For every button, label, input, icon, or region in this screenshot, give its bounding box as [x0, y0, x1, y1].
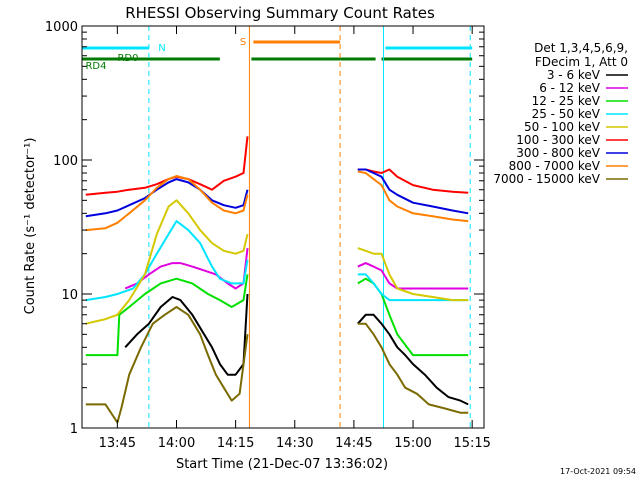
x-tick-label-6: 15:15	[453, 436, 490, 451]
series-line-4-0	[85, 199, 249, 325]
flag-label-n: N	[158, 43, 165, 54]
y-axis: 1 10 100 1000	[45, 20, 484, 437]
series-line-1-0	[124, 247, 249, 290]
series-layer	[85, 136, 469, 424]
series-line-2-0	[85, 274, 249, 357]
legend-label-7: 800 - 7000 keV	[509, 159, 601, 173]
y-tick-label-1: 10	[61, 288, 78, 303]
y-tick-label-3: 1000	[45, 20, 78, 35]
timestamp: 17-Oct-2021 09:54	[560, 467, 636, 476]
chart-title: RHESSI Observing Summary Count Rates	[125, 4, 435, 22]
legend-label-2: 12 - 25 keV	[532, 94, 601, 108]
legend-label-5: 100 - 300 keV	[516, 133, 600, 147]
series-line-2-1	[357, 277, 469, 357]
x-tick-label-3: 14:30	[276, 436, 313, 451]
y-axis-label: Count Rate (s⁻¹ detector⁻¹)	[23, 138, 38, 315]
series-line-6-0	[85, 178, 249, 218]
legend-label-6: 300 - 800 keV	[516, 146, 600, 160]
series-line-0-1	[357, 313, 469, 406]
y-tick-label-2: 100	[53, 154, 78, 169]
x-tick-label-1: 14:00	[158, 436, 195, 451]
legend-label-3: 25 - 50 keV	[532, 107, 601, 121]
series-line-7-1	[357, 170, 469, 223]
legend-header-0: Det 1,3,4,5,6,9,	[534, 41, 628, 55]
legend-label-8: 7000 - 15000 keV	[493, 172, 600, 186]
flag-label-rd4: RD4	[85, 61, 106, 72]
flag-labels: N S RD0 RD4	[85, 37, 246, 72]
y-tick-label-0: 1	[70, 422, 78, 437]
flag-bars	[82, 40, 473, 61]
flag-label-s: S	[240, 37, 246, 48]
series-line-8-1	[357, 322, 469, 414]
x-tick-label-2: 14:15	[217, 436, 254, 451]
series-line-1-1	[357, 262, 469, 290]
series-line-8-0	[85, 306, 249, 424]
series-line-4-1	[357, 247, 469, 302]
x-axis: 13:45 14:00 14:15 14:30 14:45 15:00 15:15	[99, 26, 491, 451]
x-tick-label-4: 14:45	[335, 436, 372, 451]
plot-frame	[81, 25, 485, 429]
legend-label-1: 6 - 12 keV	[539, 81, 601, 95]
series-line-5-0	[85, 136, 249, 196]
series-line-0-0	[124, 293, 249, 376]
x-axis-label: Start Time (21-Dec-07 13:36:02)	[176, 457, 388, 472]
flag-label-rd0: RD0	[117, 53, 138, 64]
legend: Det 1,3,4,5,6,9,FDecim 1, Att 03 - 6 keV…	[493, 41, 628, 186]
legend-header-1: FDecim 1, Att 0	[535, 55, 628, 69]
x-tick-label-5: 15:00	[394, 436, 431, 451]
series-line-6-1	[357, 168, 469, 215]
event-lines	[148, 26, 471, 428]
series-line-3-0	[85, 220, 249, 302]
series-line-7-0	[85, 175, 249, 232]
legend-label-0: 3 - 6 keV	[547, 68, 601, 82]
series-line-3-1	[357, 273, 469, 302]
legend-label-4: 50 - 100 keV	[524, 120, 601, 134]
x-tick-label-0: 13:45	[99, 436, 136, 451]
